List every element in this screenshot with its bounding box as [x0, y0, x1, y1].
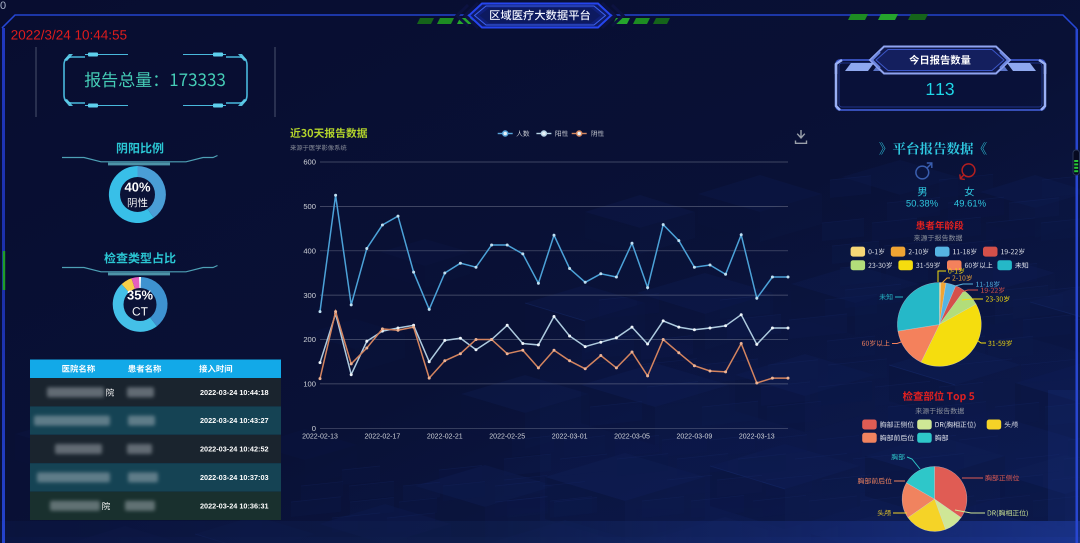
- svg-text:2022-03-24 10:37:03: 2022-03-24 10:37:03: [200, 473, 269, 482]
- svg-text:2022-03-24 10:36:31: 2022-03-24 10:36:31: [200, 501, 269, 510]
- svg-text:2022-03-01: 2022-03-01: [552, 434, 588, 441]
- svg-text:2022-02-13: 2022-02-13: [302, 434, 338, 441]
- svg-text:200: 200: [303, 335, 316, 344]
- svg-text:400: 400: [303, 247, 316, 256]
- svg-text:2022-02-17: 2022-02-17: [364, 434, 400, 441]
- svg-text:500: 500: [303, 202, 316, 211]
- svg-text:2022-02-25: 2022-02-25: [489, 434, 525, 441]
- svg-text:0: 0: [0, 0, 6, 12]
- svg-text:2022-02-21: 2022-02-21: [427, 434, 463, 441]
- svg-text:2022-03-24 10:43:27: 2022-03-24 10:43:27: [200, 416, 269, 425]
- svg-text:2022-03-13: 2022-03-13: [739, 434, 775, 441]
- svg-text:2022-03-24 10:44:18: 2022-03-24 10:44:18: [200, 388, 269, 397]
- svg-text:300: 300: [303, 291, 316, 300]
- svg-text:0: 0: [312, 424, 316, 433]
- svg-text:2022-03-05: 2022-03-05: [614, 434, 650, 441]
- svg-text:2022-03-24 10:42:52: 2022-03-24 10:42:52: [200, 445, 269, 454]
- svg-text:100: 100: [303, 380, 316, 389]
- svg-text:2022-03-09: 2022-03-09: [676, 434, 712, 441]
- svg-text:600: 600: [303, 158, 316, 167]
